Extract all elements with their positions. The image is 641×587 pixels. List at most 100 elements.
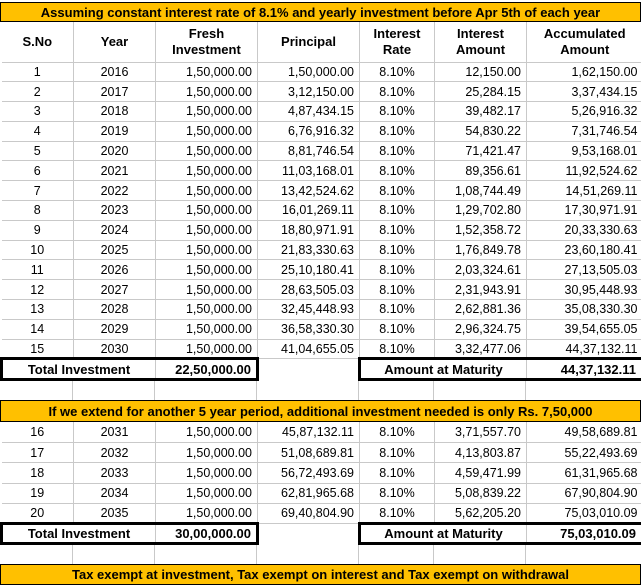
table-row: 7 2022 1,50,000.00 13,42,524.62 8.10% 1,… (1, 180, 641, 202)
extension-banner: If we extend for another 5 year period, … (0, 400, 641, 423)
cell-accumulated-amount: 39,54,655.05 (526, 319, 641, 340)
cell-fresh-investment: 1,50,000.00 (155, 442, 258, 464)
cell-accumulated-amount: 11,92,524.62 (526, 160, 641, 182)
cell-sno: 18 (1, 462, 74, 484)
cell-interest-rate: 8.10% (359, 442, 435, 464)
cell-interest-rate: 8.10% (359, 240, 435, 261)
table-row: 9 2024 1,50,000.00 18,80,971.91 8.10% 1,… (1, 220, 641, 241)
cell-interest-rate: 8.10% (359, 101, 435, 122)
cell-sno: 9 (1, 220, 74, 241)
cell-fresh-investment: 1,50,000.00 (155, 279, 258, 301)
cell-sno: 4 (1, 121, 74, 142)
cell-interest-rate: 8.10% (359, 160, 435, 182)
cell-interest-rate: 8.10% (359, 200, 435, 221)
table-row: 17 2032 1,50,000.00 51,08,689.81 8.10% 4… (1, 442, 641, 464)
cell-accumulated-amount: 20,33,330.63 (526, 220, 641, 241)
header-fresh-investment: Fresh Investment (155, 22, 258, 63)
table-row: 14 2029 1,50,000.00 36,58,330.30 8.10% 2… (1, 319, 641, 340)
cell-interest-amount: 3,32,477.06 (434, 339, 527, 360)
table-row: 10 2025 1,50,000.00 21,83,330.63 8.10% 1… (1, 240, 641, 261)
cell-interest-rate: 8.10% (359, 81, 435, 103)
cell-accumulated-amount: 23,60,180.41 (526, 240, 641, 261)
cell-year: 2031 (73, 422, 156, 444)
cell-sno: 11 (1, 259, 74, 281)
cell-sno: 1 (1, 62, 74, 83)
amount-at-maturity-value: 44,37,132.11 (526, 357, 641, 382)
cell-interest-rate: 8.10% (359, 503, 435, 524)
assumption-banner: Assuming constant interest rate of 8.1% … (0, 2, 641, 22)
empty-cell (257, 523, 360, 544)
table-row: 6 2021 1,50,000.00 11,03,168.01 8.10% 89… (1, 160, 641, 182)
cell-year: 2019 (73, 121, 156, 142)
cell-fresh-investment: 1,50,000.00 (155, 220, 258, 241)
table-body-2: 16 2031 1,50,000.00 45,87,132.11 8.10% 3… (1, 422, 641, 524)
cell-interest-amount: 12,150.00 (434, 62, 527, 83)
cell-interest-amount: 54,830.22 (434, 121, 527, 142)
empty-cell (257, 358, 360, 380)
cell-interest-amount: 4,13,803.87 (434, 442, 527, 464)
cell-fresh-investment: 1,50,000.00 (155, 483, 258, 504)
cell-sno: 3 (1, 101, 74, 122)
cell-year: 2018 (73, 101, 156, 122)
cell-accumulated-amount: 27,13,505.03 (526, 259, 641, 281)
cell-year: 2021 (73, 160, 156, 182)
cell-accumulated-amount: 55,22,493.69 (526, 442, 641, 464)
cell-principal: 18,80,971.91 (257, 220, 360, 241)
tax-exempt-banner: Tax exempt at investment, Tax exempt on … (0, 564, 641, 586)
cell-accumulated-amount: 61,31,965.68 (526, 462, 641, 484)
table-row: 5 2020 1,50,000.00 8,81,746.54 8.10% 71,… (1, 141, 641, 162)
cell-year: 2034 (73, 483, 156, 504)
cell-interest-amount: 2,31,943.91 (434, 279, 527, 301)
cell-year: 2022 (73, 180, 156, 202)
cell-sno: 16 (1, 422, 74, 444)
cell-fresh-investment: 1,50,000.00 (155, 339, 258, 360)
table-row: 19 2034 1,50,000.00 62,81,965.68 8.10% 5… (1, 483, 641, 504)
cell-sno: 15 (1, 339, 74, 360)
cell-fresh-investment: 1,50,000.00 (155, 160, 258, 182)
table-row: 12 2027 1,50,000.00 28,63,505.03 8.10% 2… (1, 279, 641, 301)
cell-principal: 32,45,448.93 (257, 299, 360, 320)
cell-fresh-investment: 1,50,000.00 (155, 200, 258, 221)
cell-interest-rate: 8.10% (359, 220, 435, 241)
cell-year: 2027 (73, 279, 156, 301)
cell-fresh-investment: 1,50,000.00 (155, 81, 258, 103)
cell-interest-rate: 8.10% (359, 259, 435, 281)
cell-principal: 25,10,180.41 (257, 259, 360, 281)
cell-principal: 45,87,132.11 (257, 422, 360, 444)
cell-year: 2016 (73, 62, 156, 83)
cell-principal: 4,87,434.15 (257, 101, 360, 122)
total-investment-label: Total Investment (0, 521, 156, 546)
total-investment-label: Total Investment (0, 357, 156, 382)
cell-interest-amount: 25,284.15 (434, 81, 527, 103)
table-row: 4 2019 1,50,000.00 6,76,916.32 8.10% 54,… (1, 121, 641, 142)
cell-sno: 5 (1, 141, 74, 162)
cell-interest-rate: 8.10% (359, 62, 435, 83)
cell-interest-amount: 2,62,881.36 (434, 299, 527, 320)
cell-interest-amount: 4,59,471.99 (434, 462, 527, 484)
spacer-grid-1 (0, 381, 641, 401)
cell-fresh-investment: 1,50,000.00 (155, 503, 258, 524)
cell-interest-amount: 5,62,205.20 (434, 503, 527, 524)
cell-principal: 16,01,269.11 (257, 200, 360, 221)
header-interest-rate: Interest Rate (359, 22, 435, 63)
cell-principal: 36,58,330.30 (257, 319, 360, 340)
header-year: Year (73, 22, 156, 63)
table-row: 3 2018 1,50,000.00 4,87,434.15 8.10% 39,… (1, 101, 641, 122)
cell-principal: 6,76,916.32 (257, 121, 360, 142)
investment-table-years-16-20: 16 2031 1,50,000.00 45,87,132.11 8.10% 3… (0, 422, 641, 546)
cell-fresh-investment: 1,50,000.00 (155, 259, 258, 281)
cell-year: 2017 (73, 81, 156, 103)
investment-table-years-1-15: S.No Year Fresh Investment Principal Int… (0, 22, 641, 382)
cell-interest-amount: 2,03,324.61 (434, 259, 527, 281)
table-row: 16 2031 1,50,000.00 45,87,132.11 8.10% 3… (1, 422, 641, 444)
cell-year: 2033 (73, 462, 156, 484)
cell-interest-amount: 5,08,839.22 (434, 483, 527, 504)
cell-interest-rate: 8.10% (359, 483, 435, 504)
cell-principal: 28,63,505.03 (257, 279, 360, 301)
amount-at-maturity-value: 75,03,010.09 (526, 521, 641, 546)
cell-sno: 6 (1, 160, 74, 182)
total-investment-value: 30,00,000.00 (155, 521, 259, 546)
cell-interest-amount: 71,421.47 (434, 141, 527, 162)
cell-accumulated-amount: 30,95,448.93 (526, 279, 641, 301)
header-principal: Principal (257, 22, 360, 63)
